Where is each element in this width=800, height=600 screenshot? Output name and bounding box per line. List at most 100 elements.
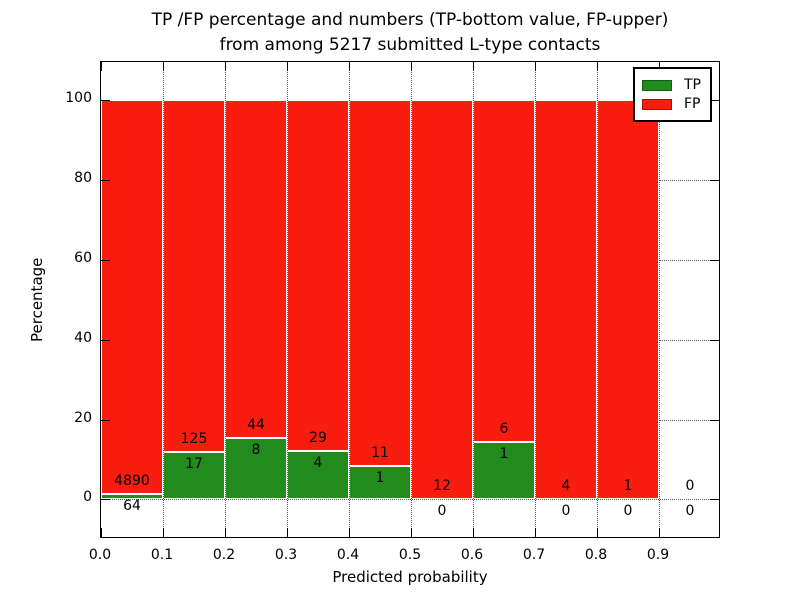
plot-area: TP FP 4890 64 125 17 44 8 29 4 11 1 12 0 6 1 4 0 1 0 0 0 [100,61,720,538]
tp-count-label: 0 [685,503,695,520]
x-gridline [411,62,412,537]
y-tick-label: 40 [74,329,92,346]
x-tick-label: 0.8 [584,547,608,563]
x-tick-label: 0.5 [398,547,422,563]
y-tick-right [710,180,719,182]
y-tick [101,180,110,182]
bar-fp-segment [163,100,225,452]
x-tick-label: 0.7 [522,547,546,563]
x-tick-label: 0.4 [336,547,360,563]
y-tick-right [710,419,719,421]
fp-count-label: 125 [180,430,208,447]
y-tick [101,339,110,341]
y-gridline [101,499,719,501]
figure-title: TP /FP percentage and numbers (TP-bottom… [100,8,720,58]
x-gridline [473,62,474,537]
legend-label-tp: TP [684,77,701,93]
x-tick-top [287,62,288,71]
bar-fp-segment [535,100,597,500]
fp-color-swatch [642,98,672,110]
tp-count-label: 1 [375,470,385,487]
bar-fp-segment [473,100,535,443]
tp-color-swatch [642,79,672,91]
fp-count-label: 12 [433,478,451,495]
bar-fp-segment [287,100,349,451]
y-tick [101,419,110,421]
x-tick-top [659,62,660,71]
x-gridline [535,62,536,537]
x-tick-top [473,62,474,71]
legend-item-fp: FP [642,96,701,112]
tp-count-label: 0 [623,503,633,520]
x-tick-label: 0.2 [212,547,236,563]
bar-fp-segment [101,100,163,495]
x-gridline [287,62,288,537]
y-tick-label: 60 [74,249,92,266]
fp-count-label: 11 [371,445,389,462]
fp-count-label: 4 [561,478,571,495]
x-tick-label: 0.3 [274,547,298,563]
bar-fp-segment [349,100,411,467]
x-tick [411,528,412,537]
y-tick-right [710,100,719,102]
x-tick [597,528,598,537]
x-tick [225,528,226,537]
tp-count-label: 8 [251,441,261,458]
x-gridline [659,62,660,537]
y-axis-label: Percentage [28,257,46,342]
tp-count-label: 4 [313,454,323,471]
y-tick [101,100,110,102]
bar-tp-segment [287,450,349,500]
x-tick [163,528,164,537]
tp-count-label: 17 [185,455,203,472]
bar-fp-segment [411,100,473,500]
y-tick-right [710,259,719,261]
tp-count-label: 0 [561,503,571,520]
fp-count-label: 29 [309,429,327,446]
x-tick [287,528,288,537]
x-tick-label: 0.1 [150,547,174,563]
x-tick [659,528,660,537]
bar-tp-segment [349,466,411,500]
tp-count-label: 0 [437,503,447,520]
fp-count-label: 0 [685,478,695,495]
x-tick-top [349,62,350,71]
fp-count-label: 1 [623,478,633,495]
x-tick-top [535,62,536,71]
x-tick-label: 0.6 [460,547,484,563]
x-tick [535,528,536,537]
fp-count-label: 44 [247,416,265,433]
y-tick-right [710,339,719,341]
bar-tp-segment [473,442,535,500]
x-tick-label: 0.0 [88,547,112,563]
y-tick-label: 20 [74,409,92,426]
x-tick [473,528,474,537]
x-tick [101,528,102,537]
tp-count-label: 64 [123,498,141,515]
legend-item-tp: TP [642,77,701,93]
y-tick [101,259,110,261]
legend: TP FP [633,67,712,122]
y-tick-label: 0 [83,489,92,506]
figure-title-line1: TP /FP percentage and numbers (TP-bottom… [151,10,669,30]
x-axis-label: Predicted probability [332,568,488,586]
tp-count-label: 1 [499,446,509,463]
x-tick-top [163,62,164,71]
x-tick-top [225,62,226,71]
x-tick-top [101,62,102,71]
legend-label-fp: FP [684,96,701,112]
y-tick-right [710,499,719,501]
fp-count-label: 6 [499,421,509,438]
fp-count-label: 4890 [114,473,150,490]
figure-title-line2: from among 5217 submitted L-type contact… [219,35,601,55]
bar-fp-segment [225,100,287,438]
y-tick-label: 80 [74,170,92,187]
y-tick-label: 100 [65,90,92,107]
x-tick-top [597,62,598,71]
x-gridline [225,62,226,537]
x-tick [349,528,350,537]
x-gridline [349,62,350,537]
bar-fp-segment [597,100,659,500]
x-gridline [163,62,164,537]
